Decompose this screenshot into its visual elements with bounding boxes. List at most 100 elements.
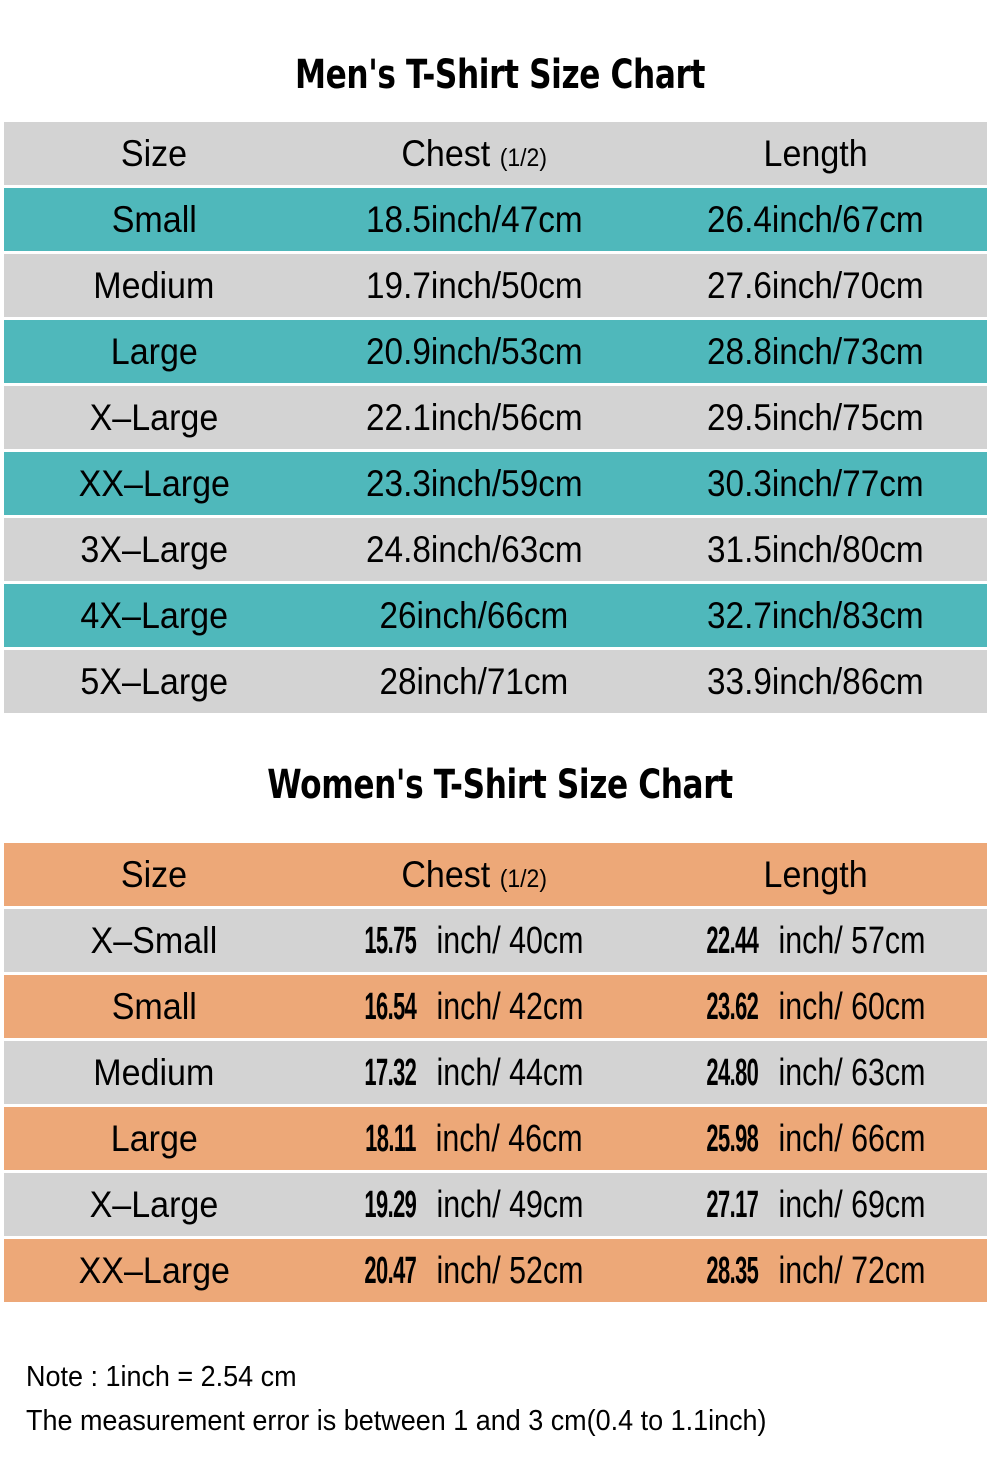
womens-header-row: Size Chest (1/2) Length <box>4 843 987 906</box>
womens-row-chest-cell: 15.75 inch/ 40cm <box>304 909 644 972</box>
mens-row-size-cell: 5X–Large <box>4 650 304 713</box>
mens-row-size-cell: XX–Large <box>4 452 304 515</box>
womens-row-size-cell: Medium <box>4 1041 304 1104</box>
table-row: X–Small 15.75 inch/ 40cm 22.44 inch/ 57cm <box>4 909 987 972</box>
chest-value: 20.9inch/53cm <box>365 331 583 372</box>
length-value: 29.5inch/75cm <box>707 397 924 438</box>
mens-row-chest-cell: 28inch/71cm <box>304 650 644 713</box>
length-value: 23.62 inch/ 60cm <box>705 985 926 1028</box>
womens-row-chest-cell: 19.29 inch/ 49cm <box>304 1173 644 1236</box>
womens-header-size-cell: Size <box>4 843 304 906</box>
womens-row-chest-cell: 16.54 inch/ 42cm <box>304 975 644 1038</box>
size-label: 5X–Large <box>80 661 228 702</box>
table-row: Medium 19.7inch/50cm 27.6inch/70cm <box>4 254 987 317</box>
mens-row-size-cell: Small <box>4 188 304 251</box>
length-value: 22.44 inch/ 57cm <box>705 919 926 962</box>
length-value: 28.35 inch/ 72cm <box>705 1249 926 1292</box>
table-row: 3X–Large 24.8inch/63cm 31.5inch/80cm <box>4 518 987 581</box>
mens-row-chest-cell: 20.9inch/53cm <box>304 320 644 383</box>
size-label: Large <box>110 1118 198 1159</box>
length-value: 28.8inch/73cm <box>707 331 924 372</box>
chest-value-number: 20.47 <box>364 1249 417 1292</box>
womens-header-chest-label: Chest (1/2) <box>401 854 547 895</box>
mens-header-size-label: Size <box>120 133 188 174</box>
mens-chart-title: Men's T-Shirt Size Chart <box>294 52 706 98</box>
mens-size-table: Size Chest (1/2) Length Small 18.5inch/47cm 2… <box>4 119 987 716</box>
notes-block: Note : 1inch = 2.54 cm The measurement e… <box>26 1355 966 1443</box>
length-value-number: 27.17 <box>705 1183 758 1226</box>
mens-header-length-label: Length <box>763 133 868 174</box>
mens-header-chest-cell: Chest (1/2) <box>304 122 644 185</box>
chest-value-number: 15.75 <box>364 919 417 962</box>
length-value-number: 24.80 <box>705 1051 758 1094</box>
womens-row-length-cell: 28.35 inch/ 72cm <box>644 1239 987 1302</box>
size-label: Medium <box>93 265 215 306</box>
table-row: XX–Large 20.47 inch/ 52cm 28.35 inch/ 72cm <box>4 1239 987 1302</box>
chest-value-number: 18.11 <box>365 1117 416 1160</box>
mens-header-chest-label: Chest (1/2) <box>401 133 547 174</box>
womens-row-length-cell: 24.80 inch/ 63cm <box>644 1041 987 1104</box>
mens-row-length-cell: 28.8inch/73cm <box>644 320 987 383</box>
womens-size-table: Size Chest (1/2) Length X–Small 15.75 inch/ 4… <box>4 840 987 1305</box>
womens-row-size-cell: Small <box>4 975 304 1038</box>
size-label: Small <box>111 199 197 240</box>
size-label: Small <box>111 986 197 1027</box>
womens-chart-title: Women's T-Shirt Size Chart <box>267 762 733 808</box>
size-label: Large <box>110 331 198 372</box>
mens-row-size-cell: 3X–Large <box>4 518 304 581</box>
mens-row-size-cell: Medium <box>4 254 304 317</box>
table-row: 5X–Large 28inch/71cm 33.9inch/86cm <box>4 650 987 713</box>
chest-value-number: 19.29 <box>364 1183 417 1226</box>
size-label: Medium <box>93 1052 215 1093</box>
length-value: 27.17 inch/ 69cm <box>705 1183 926 1226</box>
chest-value: 19.29 inch/ 49cm <box>364 1183 584 1226</box>
length-value-number: 23.62 <box>705 985 758 1028</box>
chest-value-number: 16.54 <box>364 985 417 1028</box>
mens-row-length-cell: 30.3inch/77cm <box>644 452 987 515</box>
womens-header-chest-cell: Chest (1/2) <box>304 843 644 906</box>
womens-header-chest-fraction: (1/2) <box>499 865 547 893</box>
table-row: X–Large 19.29 inch/ 49cm 27.17 inch/ 69cm <box>4 1173 987 1236</box>
size-label: X–Small <box>90 920 218 961</box>
womens-row-length-cell: 25.98 inch/ 66cm <box>644 1107 987 1170</box>
womens-row-length-cell: 22.44 inch/ 57cm <box>644 909 987 972</box>
chest-value: 17.32 inch/ 44cm <box>364 1051 584 1094</box>
womens-row-size-cell: X–Large <box>4 1173 304 1236</box>
chest-value: 22.1inch/56cm <box>365 397 583 438</box>
mens-header-row: Size Chest (1/2) Length <box>4 122 987 185</box>
table-row: X–Large 22.1inch/56cm 29.5inch/75cm <box>4 386 987 449</box>
note-line-1: Note : 1inch = 2.54 cm <box>26 1361 297 1393</box>
mens-row-length-cell: 31.5inch/80cm <box>644 518 987 581</box>
mens-row-chest-cell: 26inch/66cm <box>304 584 644 647</box>
mens-header-length-cell: Length <box>644 122 987 185</box>
chest-value: 20.47 inch/ 52cm <box>364 1249 584 1292</box>
table-row: Medium 17.32 inch/ 44cm 24.80 inch/ 63cm <box>4 1041 987 1104</box>
length-value: 33.9inch/86cm <box>707 661 924 702</box>
size-label: X–Large <box>89 1184 219 1225</box>
length-value: 26.4inch/67cm <box>707 199 924 240</box>
size-label: XX–Large <box>78 463 230 504</box>
mens-row-chest-cell: 19.7inch/50cm <box>304 254 644 317</box>
table-row: Small 16.54 inch/ 42cm 23.62 inch/ 60cm <box>4 975 987 1038</box>
table-row: Large 20.9inch/53cm 28.8inch/73cm <box>4 320 987 383</box>
size-label: 3X–Large <box>80 529 228 570</box>
chest-value: 18.11 inch/ 46cm <box>365 1117 583 1160</box>
length-value: 31.5inch/80cm <box>707 529 924 570</box>
womens-header-length-label: Length <box>763 854 868 895</box>
womens-row-chest-cell: 18.11 inch/ 46cm <box>304 1107 644 1170</box>
length-value: 24.80 inch/ 63cm <box>705 1051 926 1094</box>
length-value-number: 28.35 <box>705 1249 758 1292</box>
chest-value: 26inch/66cm <box>379 595 569 636</box>
size-label: 4X–Large <box>80 595 228 636</box>
womens-row-chest-cell: 17.32 inch/ 44cm <box>304 1041 644 1104</box>
length-value: 25.98 inch/ 66cm <box>705 1117 926 1160</box>
chest-value: 19.7inch/50cm <box>365 265 583 306</box>
mens-row-length-cell: 27.6inch/70cm <box>644 254 987 317</box>
table-row: Small 18.5inch/47cm 26.4inch/67cm <box>4 188 987 251</box>
womens-row-size-cell: XX–Large <box>4 1239 304 1302</box>
size-label: X–Large <box>89 397 219 438</box>
length-value: 32.7inch/83cm <box>707 595 924 636</box>
mens-row-size-cell: X–Large <box>4 386 304 449</box>
mens-header-chest-fraction: (1/2) <box>499 144 547 172</box>
